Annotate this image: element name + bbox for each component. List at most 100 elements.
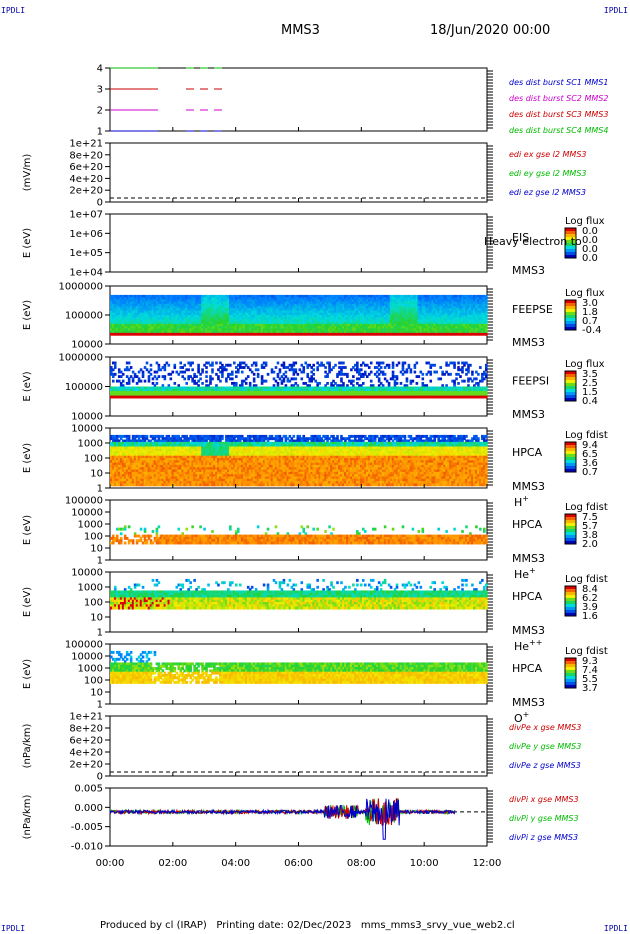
heatmap-cell <box>195 297 198 300</box>
heatmap-cell <box>314 323 317 327</box>
heatmap-cell <box>233 321 236 325</box>
heatmap-cell <box>231 319 234 323</box>
heatmap-cell <box>213 294 216 298</box>
heatmap-cell <box>145 315 149 318</box>
heatmap-cell <box>219 306 222 309</box>
heatmap-cell <box>270 297 274 300</box>
heatmap-cell <box>361 310 365 314</box>
heatmap-cell <box>417 317 421 321</box>
heatmap-cell <box>413 330 417 334</box>
heatmap-cell <box>125 326 129 329</box>
heatmap-cell <box>266 299 270 303</box>
heatmap-cell <box>276 312 280 316</box>
heatmap-cell <box>342 312 345 316</box>
heatmap-cell <box>324 332 327 336</box>
heatmap-cell <box>453 330 456 334</box>
heatmap-cell <box>326 332 329 336</box>
heatmap-cell <box>302 294 306 298</box>
heatmap-cell <box>409 297 413 300</box>
heatmap-cell <box>401 310 405 314</box>
heatmap-cell <box>379 299 383 303</box>
heatmap-cell <box>375 328 379 332</box>
heatmap-cell <box>439 308 442 312</box>
heatmap-cell <box>363 299 367 303</box>
heatmap-cell <box>187 328 190 332</box>
heatmap-cell <box>365 319 369 323</box>
heatmap-cell <box>165 323 169 327</box>
heatmap-cell <box>229 299 232 303</box>
heatmap-cell <box>324 303 327 307</box>
heatmap-cell <box>300 303 304 307</box>
heatmap-cell <box>225 326 228 329</box>
heatmap-cell <box>110 294 113 298</box>
heatmap-cell <box>425 323 429 327</box>
heatmap-cell <box>193 319 196 323</box>
heatmap-cell <box>288 303 292 307</box>
heatmap-cell <box>389 299 393 303</box>
heatmap-cell <box>342 315 345 318</box>
heatmap-cell <box>447 330 450 334</box>
heatmap-cell <box>425 294 429 298</box>
heatmap-cell <box>332 319 335 323</box>
heatmap-cell <box>219 310 222 314</box>
heatmap-cell <box>111 379 115 383</box>
heatmap-cell <box>399 381 403 385</box>
heatmap-cell <box>270 294 274 298</box>
colorbar-segment <box>565 255 576 259</box>
heatmap-cell <box>199 310 202 314</box>
heatmap-cell <box>356 319 359 323</box>
heatmap-cell <box>338 299 341 303</box>
heatmap-cell <box>207 328 210 332</box>
heatmap-cell <box>391 323 395 327</box>
heatmap-cell <box>225 332 228 336</box>
heatmap-cell <box>395 326 399 329</box>
heatmap-cell <box>185 297 188 300</box>
heatmap-cell <box>344 306 347 309</box>
heatmap-cell <box>135 317 139 321</box>
heatmap-cell <box>365 326 369 329</box>
heatmap-cell <box>145 301 149 305</box>
heatmap-cell <box>340 315 343 318</box>
heatmap-cell <box>189 306 192 309</box>
heatmap-cell <box>437 294 440 298</box>
heatmap-cell <box>457 299 460 303</box>
heatmap-cell <box>282 299 286 303</box>
heatmap-cell <box>375 315 379 318</box>
heatmap-cell <box>177 294 181 298</box>
heatmap-cell <box>391 315 395 318</box>
heatmap-cell <box>282 328 286 332</box>
heatmap-cell <box>193 297 196 300</box>
heatmap-cell <box>324 317 327 321</box>
heatmap-cell <box>242 303 246 307</box>
heatmap-cell <box>395 381 399 385</box>
heatmap-cell <box>163 306 167 309</box>
heatmap-cell <box>157 332 161 336</box>
heatmap-cell <box>268 306 272 309</box>
heatmap-cell <box>242 310 246 314</box>
heatmap-cell <box>346 294 349 298</box>
heatmap-cell <box>441 301 444 305</box>
heatmap-cell <box>127 294 131 298</box>
heatmap-cell <box>119 312 123 316</box>
heatmap-cell <box>125 308 129 312</box>
heatmap-cell <box>415 315 419 318</box>
heatmap-cell <box>135 306 139 309</box>
heatmap-cell <box>445 330 448 334</box>
heatmap-cell <box>137 319 141 323</box>
heatmap-cell <box>169 312 173 316</box>
heatmap-cell <box>328 312 331 316</box>
heatmap-cell <box>292 306 296 309</box>
heatmap-cell <box>272 294 276 298</box>
heatmap-cell <box>395 299 399 303</box>
heatmap-cell <box>340 310 343 314</box>
heatmap-cell <box>185 306 188 309</box>
heatmap-cell <box>276 323 280 327</box>
heatmap-cell <box>449 299 452 303</box>
heatmap-cell <box>195 330 198 334</box>
heatmap-cell <box>330 317 333 321</box>
heatmap-cell <box>385 299 389 303</box>
corner-label-bl: IPDLI <box>1 924 26 933</box>
heatmap-cell <box>127 312 131 316</box>
heatmap-cell <box>423 303 427 307</box>
heatmap-cell <box>340 332 343 336</box>
